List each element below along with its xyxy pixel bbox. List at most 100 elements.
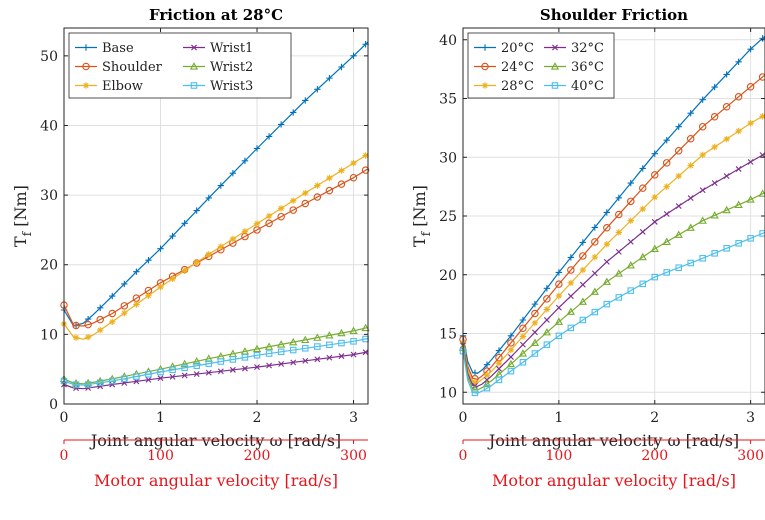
- data-point: [471, 379, 479, 386]
- data-point: [314, 356, 321, 363]
- data-point: [337, 328, 346, 337]
- y-axis-label: Tf [Nm]: [410, 185, 433, 247]
- data-point: [290, 109, 297, 116]
- data-point: [96, 326, 104, 334]
- data-point: [169, 232, 176, 240]
- data-point: [651, 150, 658, 157]
- data-point: [723, 135, 730, 143]
- data-point: [627, 197, 635, 206]
- legend-swatch-marker: [481, 62, 489, 71]
- y-axis-label-unit: [Nm]: [11, 185, 30, 232]
- y-tick-label: 25: [439, 209, 457, 225]
- data-point: [639, 280, 647, 288]
- data-point: [543, 295, 551, 303]
- data-point: [302, 189, 309, 197]
- data-point: [350, 338, 357, 345]
- data-point: [277, 340, 286, 348]
- legend-label: Elbow: [102, 79, 143, 94]
- data-point: [531, 309, 539, 318]
- data-point: [361, 323, 370, 332]
- data-point: [133, 268, 140, 275]
- data-point: [759, 113, 765, 120]
- data-point: [205, 360, 213, 367]
- secondary-x-tick-label: 300: [340, 448, 367, 464]
- legend-entry-Elbow: Elbow: [75, 79, 143, 94]
- data-point: [109, 381, 116, 388]
- data-point: [253, 220, 261, 227]
- legend-label: Wrist2: [210, 60, 253, 75]
- data-point: [338, 353, 345, 360]
- data-point: [663, 137, 670, 144]
- data-point: [531, 350, 539, 357]
- data-point: [84, 381, 92, 388]
- data-point: [192, 357, 201, 365]
- legend-entry-20°C: 20°C: [474, 41, 534, 56]
- data-point: [531, 300, 539, 308]
- data-point: [361, 166, 370, 174]
- data-point: [542, 327, 552, 336]
- data-point: [241, 354, 249, 361]
- data-point: [627, 217, 634, 224]
- data-point: [301, 335, 310, 344]
- data-point: [651, 273, 659, 281]
- data-point: [326, 341, 333, 349]
- data-point: [254, 364, 260, 371]
- data-point: [555, 269, 563, 276]
- data-point: [663, 210, 670, 217]
- data-point: [253, 351, 261, 359]
- data-point: [229, 235, 237, 243]
- data-point: [555, 292, 563, 300]
- data-point: [350, 52, 357, 60]
- data-point: [265, 350, 273, 357]
- data-point: [314, 182, 321, 189]
- data-point: [507, 339, 515, 347]
- legend-label: Wrist3: [210, 79, 253, 94]
- legend-entry-Wrist3: Wrist3: [183, 79, 253, 94]
- data-point: [326, 74, 333, 82]
- data-point: [663, 269, 671, 276]
- data-point: [507, 346, 515, 354]
- legend-label: 24°C: [501, 60, 534, 75]
- legend-label: Shoulder: [102, 60, 163, 75]
- data-point: [338, 167, 345, 174]
- series-line: [462, 74, 765, 380]
- data-point: [699, 255, 706, 262]
- legend-swatch-marker: [82, 44, 90, 51]
- data-point: [313, 193, 322, 201]
- y-tick-label: 50: [40, 49, 58, 65]
- data-point: [687, 162, 694, 169]
- legend-label: 40°C: [571, 79, 604, 94]
- legend-entry-Base: Base: [75, 41, 134, 56]
- legend-box: [467, 32, 615, 99]
- data-point: [205, 251, 212, 258]
- data-point: [289, 337, 298, 346]
- data-point: [687, 259, 694, 267]
- secondary-x-tick-label: 0: [459, 448, 468, 464]
- data-point: [698, 122, 707, 131]
- chart-title: Friction at 28°C: [149, 6, 283, 24]
- data-point: [662, 237, 671, 245]
- data-point: [349, 326, 358, 334]
- legend-swatch-marker: [190, 82, 198, 89]
- data-point: [566, 307, 575, 315]
- data-point: [338, 339, 345, 347]
- data-point: [699, 151, 706, 159]
- data-point: [290, 197, 297, 204]
- data-point: [507, 332, 515, 340]
- data-point: [193, 362, 200, 369]
- data-point: [650, 244, 659, 253]
- data-point: [302, 97, 309, 104]
- legend-label: 36°C: [571, 60, 604, 75]
- data-point: [698, 216, 707, 224]
- data-point: [495, 376, 503, 384]
- data-point: [518, 349, 528, 357]
- data-point: [758, 189, 765, 197]
- y-axis-label-unit: [Nm]: [410, 185, 429, 232]
- data-point: [217, 182, 225, 189]
- data-point: [495, 359, 503, 367]
- data-point: [543, 341, 551, 348]
- y-tick-label: 0: [49, 397, 58, 413]
- data-point: [758, 73, 765, 81]
- data-point: [72, 381, 80, 388]
- data-point: [603, 224, 611, 232]
